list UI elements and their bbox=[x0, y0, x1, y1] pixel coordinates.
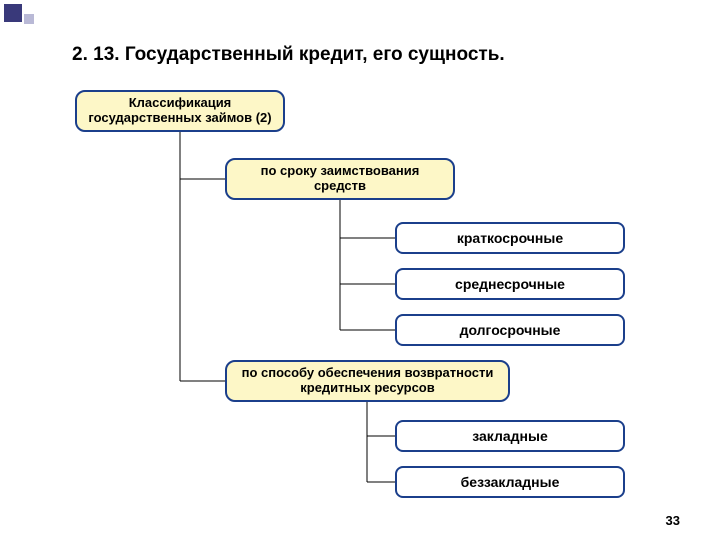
node-category-term: по сроку заимствования средств bbox=[225, 158, 455, 200]
node-long-term-label: долгосрочные bbox=[460, 322, 561, 338]
page-title: 2. 13. Государственный кредит, его сущно… bbox=[72, 44, 505, 66]
node-non-mortgage-label: беззакладные bbox=[461, 474, 560, 490]
node-medium-term-label: среднесрочные bbox=[455, 276, 565, 292]
node-short-term: краткосрочные bbox=[395, 222, 625, 254]
node-short-term-label: краткосрочные bbox=[457, 230, 563, 246]
node-long-term: долгосрочные bbox=[395, 314, 625, 346]
node-category-term-label: по сроку заимствования средств bbox=[233, 164, 447, 194]
node-non-mortgage: беззакладные bbox=[395, 466, 625, 498]
node-mortgage-label: закладные bbox=[472, 428, 548, 444]
node-root-label: Классификация государственных займов (2) bbox=[83, 96, 277, 126]
corner-square-small bbox=[24, 14, 34, 24]
corner-square-big bbox=[4, 4, 22, 22]
page-number: 33 bbox=[666, 513, 680, 528]
node-medium-term: среднесрочные bbox=[395, 268, 625, 300]
node-category-collateral-label: по способу обеспечения возвратности кред… bbox=[233, 366, 502, 396]
node-root: Классификация государственных займов (2) bbox=[75, 90, 285, 132]
node-category-collateral: по способу обеспечения возвратности кред… bbox=[225, 360, 510, 402]
node-mortgage: закладные bbox=[395, 420, 625, 452]
